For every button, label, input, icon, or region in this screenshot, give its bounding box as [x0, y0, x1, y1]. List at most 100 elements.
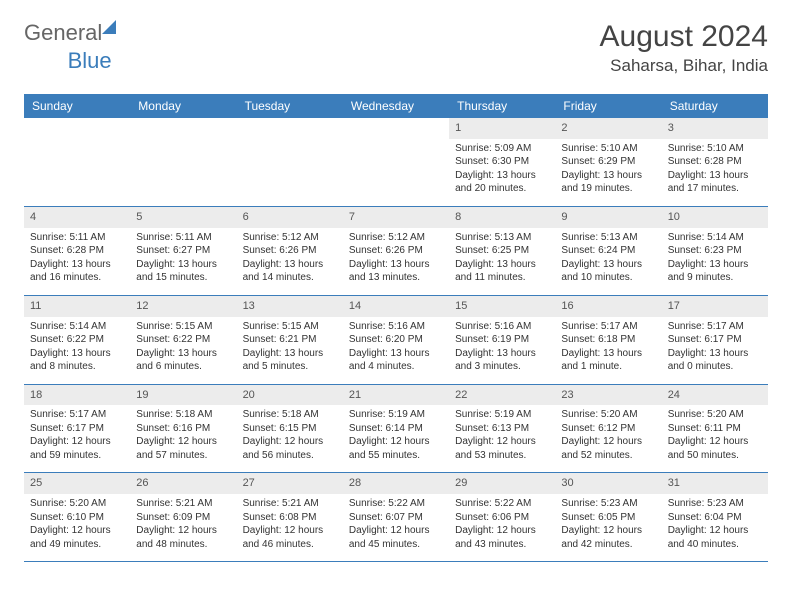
day-cell: 10Sunrise: 5:14 AMSunset: 6:23 PMDayligh…	[662, 206, 768, 295]
sunset-text: Sunset: 6:25 PM	[455, 244, 549, 258]
sunrise-text: Sunrise: 5:22 AM	[349, 497, 443, 511]
date-number: 5	[130, 207, 236, 228]
sunrise-text: Sunrise: 5:12 AM	[349, 231, 443, 245]
date-number: 14	[343, 296, 449, 317]
day-details: Sunrise: 5:10 AMSunset: 6:28 PMDaylight:…	[668, 142, 762, 196]
date-number: 29	[449, 473, 555, 494]
daylight-text: Daylight: 13 hours and 1 minute.	[561, 347, 655, 374]
day-cell: 17Sunrise: 5:17 AMSunset: 6:17 PMDayligh…	[662, 295, 768, 384]
day-cell: 8Sunrise: 5:13 AMSunset: 6:25 PMDaylight…	[449, 206, 555, 295]
day-cell	[237, 118, 343, 206]
day-details: Sunrise: 5:18 AMSunset: 6:16 PMDaylight:…	[136, 408, 230, 462]
date-number: 8	[449, 207, 555, 228]
sunrise-text: Sunrise: 5:20 AM	[668, 408, 762, 422]
logo-triangle-icon	[102, 20, 116, 34]
sunrise-text: Sunrise: 5:20 AM	[561, 408, 655, 422]
day-details: Sunrise: 5:17 AMSunset: 6:18 PMDaylight:…	[561, 320, 655, 374]
sunset-text: Sunset: 6:19 PM	[455, 333, 549, 347]
date-number: 1	[449, 118, 555, 139]
day-details: Sunrise: 5:11 AMSunset: 6:28 PMDaylight:…	[30, 231, 124, 285]
daylight-text: Daylight: 12 hours and 48 minutes.	[136, 524, 230, 551]
sunset-text: Sunset: 6:29 PM	[561, 155, 655, 169]
sunset-text: Sunset: 6:26 PM	[243, 244, 337, 258]
day-details: Sunrise: 5:12 AMSunset: 6:26 PMDaylight:…	[349, 231, 443, 285]
sunset-text: Sunset: 6:08 PM	[243, 511, 337, 525]
date-number: 27	[237, 473, 343, 494]
sunset-text: Sunset: 6:10 PM	[30, 511, 124, 525]
day-details: Sunrise: 5:20 AMSunset: 6:11 PMDaylight:…	[668, 408, 762, 462]
sunset-text: Sunset: 6:14 PM	[349, 422, 443, 436]
day-details: Sunrise: 5:20 AMSunset: 6:10 PMDaylight:…	[30, 497, 124, 551]
day-cell: 29Sunrise: 5:22 AMSunset: 6:06 PMDayligh…	[449, 473, 555, 562]
daylight-text: Daylight: 12 hours and 49 minutes.	[30, 524, 124, 551]
day-details: Sunrise: 5:15 AMSunset: 6:21 PMDaylight:…	[243, 320, 337, 374]
daylight-text: Daylight: 13 hours and 5 minutes.	[243, 347, 337, 374]
date-number: 13	[237, 296, 343, 317]
day-cell: 30Sunrise: 5:23 AMSunset: 6:05 PMDayligh…	[555, 473, 661, 562]
day-cell	[130, 118, 236, 206]
sunrise-text: Sunrise: 5:17 AM	[561, 320, 655, 334]
date-number: 26	[130, 473, 236, 494]
date-number: 28	[343, 473, 449, 494]
logo-general-text: General	[24, 20, 102, 46]
month-title: August 2024	[600, 20, 768, 54]
logo-blue-text: Blue	[68, 48, 112, 74]
date-number: 30	[555, 473, 661, 494]
location-text: Saharsa, Bihar, India	[600, 56, 768, 76]
daylight-text: Daylight: 13 hours and 9 minutes.	[668, 258, 762, 285]
sunset-text: Sunset: 6:13 PM	[455, 422, 549, 436]
day-cell: 16Sunrise: 5:17 AMSunset: 6:18 PMDayligh…	[555, 295, 661, 384]
day-details: Sunrise: 5:16 AMSunset: 6:19 PMDaylight:…	[455, 320, 549, 374]
day-details: Sunrise: 5:22 AMSunset: 6:07 PMDaylight:…	[349, 497, 443, 551]
day-header: Thursday	[449, 94, 555, 118]
day-header: Sunday	[24, 94, 130, 118]
day-cell: 6 Sunrise: 5:12 AMSunset: 6:26 PMDaylight…	[237, 206, 343, 295]
daylight-text: Daylight: 12 hours and 40 minutes.	[668, 524, 762, 551]
daylight-text: Daylight: 12 hours and 52 minutes.	[561, 435, 655, 462]
day-header: Friday	[555, 94, 661, 118]
sunset-text: Sunset: 6:27 PM	[136, 244, 230, 258]
day-details: Sunrise: 5:09 AMSunset: 6:30 PMDaylight:…	[455, 142, 549, 196]
daylight-text: Daylight: 13 hours and 16 minutes.	[30, 258, 124, 285]
date-number: 18	[24, 385, 130, 406]
day-details: Sunrise: 5:10 AMSunset: 6:29 PMDaylight:…	[561, 142, 655, 196]
sunrise-text: Sunrise: 5:16 AM	[349, 320, 443, 334]
daylight-text: Daylight: 12 hours and 59 minutes.	[30, 435, 124, 462]
week-row: 11Sunrise: 5:14 AMSunset: 6:22 PMDayligh…	[24, 295, 768, 384]
daylight-text: Daylight: 13 hours and 6 minutes.	[136, 347, 230, 374]
day-details: Sunrise: 5:19 AMSunset: 6:14 PMDaylight:…	[349, 408, 443, 462]
day-details: Sunrise: 5:14 AMSunset: 6:22 PMDaylight:…	[30, 320, 124, 374]
sunset-text: Sunset: 6:21 PM	[243, 333, 337, 347]
day-details: Sunrise: 5:12 AMSunset: 6:26 PMDaylight:…	[243, 231, 337, 285]
date-number: 25	[24, 473, 130, 494]
sunrise-text: Sunrise: 5:20 AM	[30, 497, 124, 511]
daylight-text: Daylight: 12 hours and 53 minutes.	[455, 435, 549, 462]
day-header: Wednesday	[343, 94, 449, 118]
date-number: 24	[662, 385, 768, 406]
date-number: 19	[130, 385, 236, 406]
sunset-text: Sunset: 6:12 PM	[561, 422, 655, 436]
day-cell: 15Sunrise: 5:16 AMSunset: 6:19 PMDayligh…	[449, 295, 555, 384]
daylight-text: Daylight: 12 hours and 43 minutes.	[455, 524, 549, 551]
sunset-text: Sunset: 6:16 PM	[136, 422, 230, 436]
sunrise-text: Sunrise: 5:19 AM	[455, 408, 549, 422]
day-cell: 18Sunrise: 5:17 AMSunset: 6:17 PMDayligh…	[24, 384, 130, 473]
calendar-table: Sunday Monday Tuesday Wednesday Thursday…	[24, 94, 768, 562]
date-number: 6	[237, 207, 343, 228]
date-number: 23	[555, 385, 661, 406]
sunset-text: Sunset: 6:04 PM	[668, 511, 762, 525]
day-cell: 25 Sunrise: 5:20 AMSunset: 6:10 PMDayligh…	[24, 473, 130, 562]
day-header: Monday	[130, 94, 236, 118]
daylight-text: Daylight: 12 hours and 45 minutes.	[349, 524, 443, 551]
day-details: Sunrise: 5:11 AMSunset: 6:27 PMDaylight:…	[136, 231, 230, 285]
week-row: 25Sunrise: 5:20 AMSunset: 6:10 PMDayligh…	[24, 473, 768, 562]
sunrise-text: Sunrise: 5:10 AM	[668, 142, 762, 156]
day-cell: 26Sunrise: 5:21 AMSunset: 6:09 PMDayligh…	[130, 473, 236, 562]
daylight-text: Daylight: 12 hours and 57 minutes.	[136, 435, 230, 462]
date-number: 4	[24, 207, 130, 228]
day-cell: 5 Sunrise: 5:11 AMSunset: 6:27 PMDaylight…	[130, 206, 236, 295]
sunrise-text: Sunrise: 5:23 AM	[561, 497, 655, 511]
date-number: 10	[662, 207, 768, 228]
sunrise-text: Sunrise: 5:14 AM	[668, 231, 762, 245]
day-cell: 28 Sunrise: 5:22 AMSunset: 6:07 PMDayligh…	[343, 473, 449, 562]
